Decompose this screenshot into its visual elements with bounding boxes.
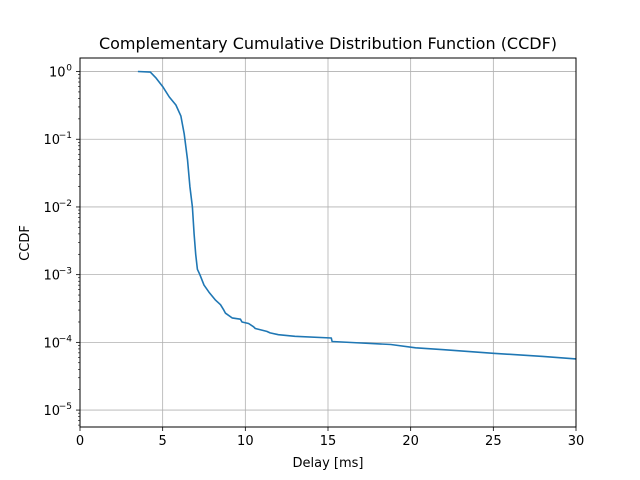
y-tick-exponent: −2 <box>59 199 72 209</box>
grid <box>79 58 577 427</box>
x-axis-label: Delay [ms] <box>293 456 364 471</box>
chart-title: Complementary Cumulative Distribution Fu… <box>99 34 557 53</box>
x-tick-label: 5 <box>159 434 167 449</box>
x-tick-label: 25 <box>485 434 502 449</box>
x-tick-label: 15 <box>320 434 337 449</box>
x-axis: 0 5 10 15 20 25 30 <box>76 427 584 449</box>
x-tick-label: 20 <box>402 434 419 449</box>
x-tick-label: 10 <box>237 434 254 449</box>
y-tick-exponent: −4 <box>59 334 73 344</box>
x-tick-label: 30 <box>568 434 585 449</box>
series-line <box>137 70 577 360</box>
y-tick-exponent: −3 <box>59 267 72 277</box>
y-axis-label: CCDF <box>18 225 33 261</box>
x-tick-label: 0 <box>76 434 84 449</box>
y-tick-exponent: −1 <box>59 131 72 141</box>
series-group <box>137 70 577 360</box>
y-tick-exponent: −5 <box>59 402 72 412</box>
y-tick-exponent: 0 <box>66 64 72 74</box>
